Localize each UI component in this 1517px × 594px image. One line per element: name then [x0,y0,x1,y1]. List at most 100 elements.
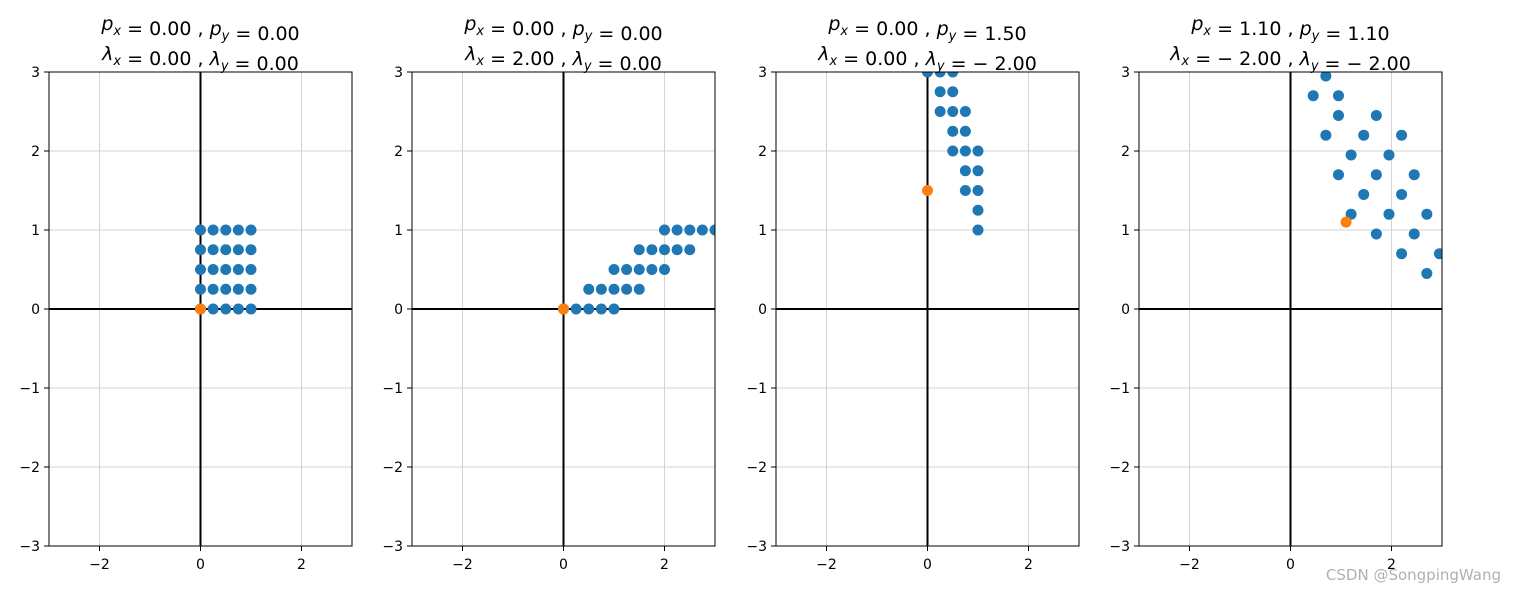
data-point [1358,129,1370,141]
y-tick-label: −3 [19,539,40,555]
subplot-title-line: λx = 0.00 , λy = − 2.00 [817,43,1037,75]
data-point [646,264,658,275]
data-point [245,303,257,315]
data-point [947,72,959,78]
y-tick-label: −3 [382,539,403,555]
y-tick-label: 3 [1121,65,1130,81]
subplot-title-line: px = 1.10 , py = 1.10 [1190,13,1389,45]
x-tick-label: 0 [196,557,205,573]
data-point [947,145,959,157]
data-point [671,224,683,236]
data-point [245,244,257,256]
data-point [1421,267,1433,279]
data-point [220,283,232,295]
data-point [195,283,206,295]
data-point [232,283,244,295]
x-tick-label: 0 [923,557,932,573]
data-point [633,244,645,256]
watermark: CSDN @SongpingWang [1325,566,1501,584]
subplot-title-line: λx = − 2.00 , λy = − 2.00 [1169,43,1411,75]
data-point [959,145,971,157]
y-tick-label: −1 [19,381,40,397]
reference-point [922,185,933,196]
data-point [1370,169,1382,181]
data-point [696,224,708,236]
y-tick-label: −1 [1109,381,1130,397]
data-point [232,264,244,275]
data-point [659,264,670,275]
data-point [207,283,219,295]
data-point [595,283,607,295]
y-tick-label: 1 [394,223,403,239]
data-point [959,165,971,177]
data-point [1383,149,1395,161]
data-point [1370,228,1382,240]
data-point [220,224,232,236]
data-point [232,244,244,256]
data-point [621,264,633,275]
data-point [684,244,696,256]
x-tick-label: 2 [297,557,306,573]
x-tick-label: 2 [1387,557,1396,573]
data-point [972,224,984,236]
data-point [608,283,620,295]
y-tick-label: −1 [382,381,403,397]
data-point [659,224,670,236]
data-point [1345,208,1357,220]
data-point [1396,248,1408,260]
data-point [684,224,696,236]
y-tick-label: 1 [1121,223,1130,239]
y-tick-label: 2 [1121,144,1130,160]
y-tick-label: −3 [1109,539,1130,555]
data-point [947,86,959,98]
data-point [195,244,206,256]
data-point [207,224,219,236]
data-point [934,106,946,117]
data-point [1433,248,1442,260]
data-point [583,303,595,315]
y-tick-label: 2 [394,144,403,160]
data-point [1421,208,1433,220]
data-point [972,204,984,216]
data-point [972,165,984,177]
data-point [671,244,683,256]
y-tick-label: 0 [394,302,403,318]
y-tick-label: 1 [758,223,767,239]
y-tick-label: 0 [1121,302,1130,318]
data-point [207,303,219,315]
data-point [232,303,244,315]
y-tick-label: 3 [758,65,767,81]
data-point [595,303,607,315]
data-point [959,106,971,117]
data-point [633,264,645,275]
y-tick-label: 2 [758,144,767,160]
x-tick-label: 0 [1286,557,1295,573]
subplot-title-line: px = 0.00 , py = 1.50 [827,13,1026,45]
data-point [195,224,206,236]
data-point [659,244,670,256]
data-point [934,72,946,78]
data-point [1332,90,1344,102]
data-point [1408,228,1420,240]
data-point [1332,169,1344,181]
y-tick-label: 0 [31,302,40,318]
data-point [245,283,257,295]
y-tick-label: 1 [31,223,40,239]
data-point [1396,188,1408,200]
x-tick-label: −2 [1179,557,1200,573]
data-point [1332,109,1344,121]
subplot-title-line: px = 0.00 , py = 0.00 [463,13,662,45]
x-tick-label: −2 [452,557,473,573]
y-tick-label: 2 [31,144,40,160]
data-point [1358,188,1370,200]
data-point [646,244,658,256]
y-tick-label: 3 [31,65,40,81]
data-point [608,303,620,315]
data-point [922,72,933,78]
data-point [570,303,582,315]
data-point [972,145,984,157]
y-tick-label: −2 [19,460,40,476]
data-point [621,283,633,295]
